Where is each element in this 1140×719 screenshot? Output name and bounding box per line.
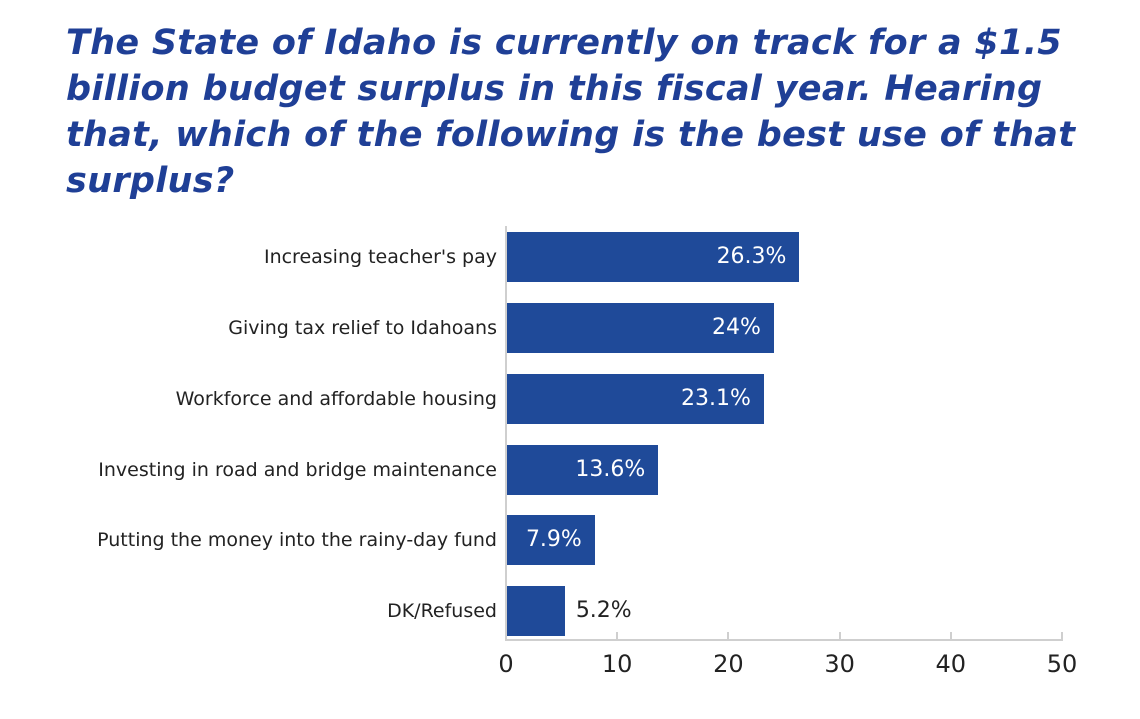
bar [507, 303, 774, 353]
x-tick-mark [727, 632, 730, 640]
bar-row: DK/Refused 5.2% [0, 586, 1140, 636]
bar [507, 232, 800, 282]
x-tick-label: 10 [601, 650, 633, 678]
value-label: 7.9% [525, 527, 582, 552]
x-tick-label: 30 [824, 650, 855, 678]
x-tick-mark [1061, 632, 1063, 640]
value-label: 13.6% [575, 457, 646, 482]
x-tick-mark [838, 632, 841, 640]
bar [507, 374, 764, 424]
category-label: Giving tax relief to Idahoans [228, 317, 497, 339]
bar-row: Workforce and affordable housing 23.1% [0, 374, 1140, 424]
category-label: DK/Refused [387, 600, 497, 622]
y-axis-line [505, 226, 507, 640]
bar-row: Giving tax relief to Idahoans 24% [0, 303, 1140, 353]
x-tick-label: 20 [713, 650, 744, 678]
bar [507, 586, 565, 636]
x-tick-label: 40 [935, 650, 967, 678]
x-tick-label: 0 [498, 650, 514, 678]
value-label: 26.3% [716, 244, 787, 269]
bar [507, 515, 595, 565]
value-label: 23.1% [680, 386, 751, 411]
x-axis-line [505, 639, 1063, 641]
bar-row: Putting the money into the rainy-day fun… [0, 515, 1140, 565]
value-label: 5.2% [575, 598, 632, 623]
x-tick-label: 50 [1046, 650, 1078, 678]
value-label: 24% [711, 315, 761, 340]
category-label: Investing in road and bridge maintenance [98, 459, 497, 481]
category-label: Workforce and affordable housing [175, 388, 497, 410]
bar [507, 445, 659, 495]
category-label: Increasing teacher's pay [263, 246, 497, 268]
category-label: Putting the money into the rainy-day fun… [97, 529, 497, 551]
bar-row: Investing in road and bridge maintenance… [0, 445, 1140, 495]
chart-title: The State of Idaho is currently on track… [66, 23, 1076, 201]
x-tick-mark [949, 632, 952, 640]
x-tick-mark [616, 632, 619, 640]
bar-row: Increasing teacher's pay 26.3% [0, 232, 1140, 282]
